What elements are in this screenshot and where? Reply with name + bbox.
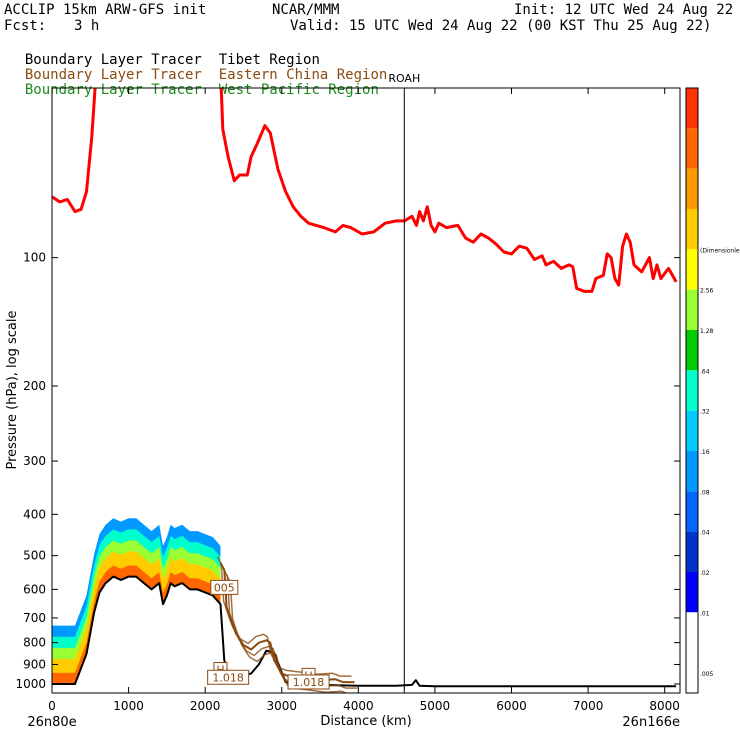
- colorbar-cell: [686, 249, 698, 290]
- y-tick-label: 600: [23, 582, 46, 596]
- valid-time: Valid: 15 UTC Wed 24 Aug 22 (00 KST Thu …: [290, 18, 712, 34]
- colorbar-label: .08: [700, 489, 710, 496]
- colorbar-label: .02: [700, 570, 710, 577]
- legend-tracer: Boundary Layer Tracer: [24, 52, 202, 68]
- colorbar-cell: [686, 451, 698, 492]
- legend-region: Eastern China Region: [218, 67, 388, 83]
- y-tick-label: 800: [23, 636, 46, 650]
- x-tick-label: 2000: [190, 699, 221, 713]
- colorbar-cell: [686, 209, 698, 250]
- legend-region: West Pacific Region: [218, 82, 379, 98]
- y-tick-label: 1000: [15, 677, 46, 691]
- x-tick-label: 8000: [649, 699, 680, 713]
- colorbar-cell: [686, 572, 698, 613]
- legend-eastern-china: Boundary Layer Tracer Eastern China Regi…: [8, 51, 387, 83]
- colorbar-frame: [685, 87, 699, 694]
- plume-band: [52, 551, 221, 684]
- colorbar-bottom-label: .005: [700, 671, 714, 678]
- y-tick-label: 900: [23, 657, 46, 671]
- colorbar-cell: [686, 652, 698, 693]
- legend-tracer: Boundary Layer Tracer: [24, 82, 202, 98]
- series-line-0: [52, 88, 678, 293]
- y-tick-label: 400: [23, 507, 46, 521]
- tracer-plume: [52, 518, 221, 684]
- legend-region: Tibet Region: [218, 52, 320, 68]
- model-title: ACCLIP 15km ARW-GFS init: [4, 2, 207, 18]
- contour-label-box: [287, 674, 330, 690]
- contour-label-box: [207, 669, 250, 685]
- contour-label: 005: [214, 581, 235, 594]
- colorbar-cell: [686, 88, 698, 129]
- y-axis-label: Pressure (hPa), log scale: [5, 311, 20, 470]
- y-tick-label: 300: [23, 454, 46, 468]
- series-line-1: [52, 575, 677, 688]
- x-axis-label: Distance (km): [320, 714, 411, 729]
- legend-tracer: Boundary Layer Tracer: [24, 67, 202, 83]
- colorbar-cell: [686, 531, 698, 572]
- colorbar-label: 1.28: [700, 328, 714, 335]
- org-label: NCAR/MMM: [272, 2, 340, 18]
- end-point-label: 26n166e: [622, 715, 680, 730]
- series-line-2: [219, 562, 355, 684]
- y-tick-label: 500: [23, 549, 46, 563]
- fcst-value: 3 h: [74, 18, 100, 34]
- x-tick-label: 0: [48, 699, 56, 713]
- colorbar-cell: [686, 330, 698, 371]
- colorbar-label: .64: [700, 368, 710, 375]
- x-tick-label: 4000: [343, 699, 374, 713]
- colorbar-cell: [686, 612, 698, 653]
- colorbar-cell: [686, 128, 698, 169]
- legend-west-pacific: Boundary Layer Tracer West Pacific Regio…: [8, 66, 379, 98]
- colorbar-cell: [686, 289, 698, 330]
- colorbar-cell: [686, 168, 698, 209]
- y-tick-label: 200: [23, 379, 46, 393]
- colorbar-cell: [686, 370, 698, 411]
- series-line-2-contour: [216, 556, 352, 677]
- y-tick-label: 100: [23, 251, 46, 265]
- fcst-label: Fcst:: [4, 18, 47, 34]
- roah-marker-label: ROAH: [388, 72, 420, 85]
- contour-label: 1.018: [212, 671, 244, 684]
- contour-label: 1.018: [293, 676, 325, 689]
- x-tick-label: 7000: [573, 699, 604, 713]
- legend-tibet: Boundary Layer Tracer Tibet Region: [8, 36, 320, 68]
- x-tick-label: 6000: [496, 699, 527, 713]
- contour-label-box: [210, 579, 239, 595]
- colorbar-label: .04: [700, 530, 710, 537]
- colorbar-label: (Dimensionless): [700, 247, 740, 254]
- x-tick-label: 1000: [113, 699, 144, 713]
- colorbar-label: 2.56: [700, 288, 714, 295]
- y-tick-label: 700: [23, 611, 46, 625]
- colorbar-label: .32: [700, 409, 710, 416]
- start-point-label: 26n80e: [27, 715, 76, 730]
- colorbar-cell: [686, 491, 698, 532]
- colorbar-label: .16: [700, 449, 710, 456]
- x-tick-label: 3000: [266, 699, 297, 713]
- plot-frame: [51, 87, 681, 694]
- x-tick-label: 5000: [420, 699, 451, 713]
- colorbar-label: .01: [700, 610, 710, 617]
- colorbar-cell: [686, 410, 698, 451]
- series-line-2-contour: [225, 574, 349, 693]
- init-time: Init: 12 UTC Wed 24 Aug 22: [514, 2, 734, 18]
